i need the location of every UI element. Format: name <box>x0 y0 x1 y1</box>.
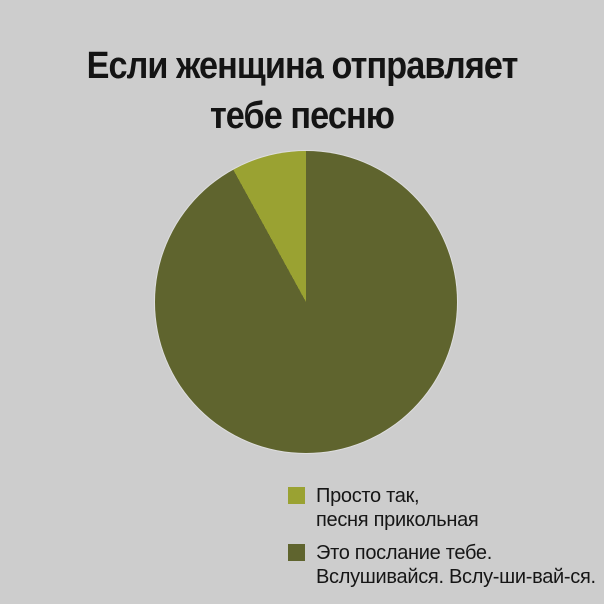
legend-label: Это послание тебе. Вслушивайся. Вслу-ши-… <box>316 542 596 588</box>
legend-label: Просто так, песня прикольная <box>316 485 479 531</box>
legend: Просто так, песня прикольная Это послани… <box>288 484 596 598</box>
legend-item-message-to-you: Это послание тебе. Вслушивайся. Вслу-ши-… <box>288 541 596 589</box>
legend-item-just-because: Просто так, песня прикольная <box>288 484 596 532</box>
pie-chart <box>155 151 457 453</box>
chart-title: Если женщина отправляет тебе песню <box>30 41 574 141</box>
legend-swatch-light-green <box>288 487 305 504</box>
legend-swatch-dark-olive <box>288 544 305 561</box>
chart-title-line-2: тебе песню <box>209 95 395 138</box>
chart-title-line-1: Если женщина отправляет <box>86 45 519 88</box>
